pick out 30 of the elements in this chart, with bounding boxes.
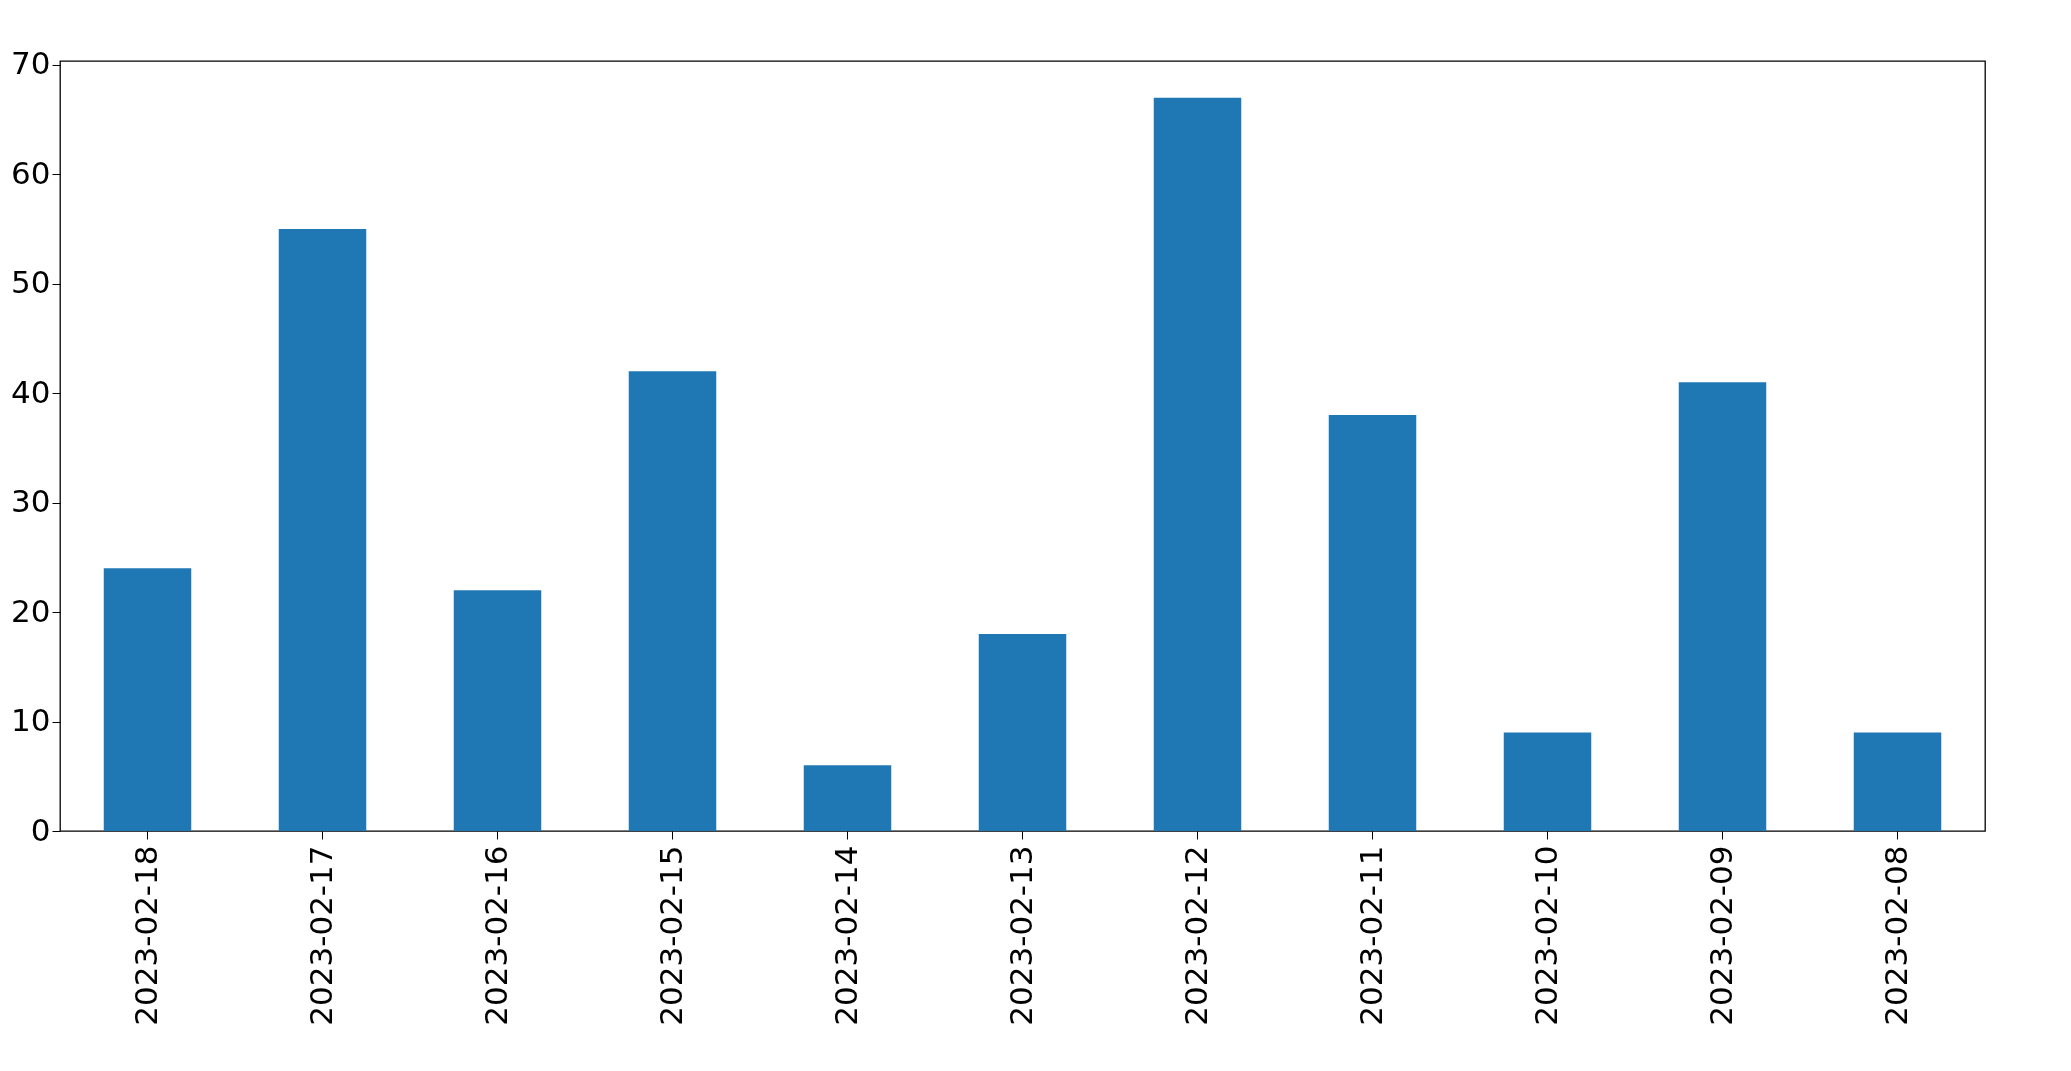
x-tick-label: 2023-02-11 <box>1352 845 1389 1026</box>
bar <box>628 371 717 831</box>
x-tick-label: 2023-02-12 <box>1177 845 1214 1026</box>
x-tick-label: 2023-02-17 <box>302 845 339 1026</box>
x-tick-label: 2023-02-14 <box>827 845 864 1026</box>
y-tick-label: 40 <box>11 373 51 410</box>
x-tick-label: 2023-02-09 <box>1702 845 1739 1026</box>
bar <box>453 590 542 831</box>
bar <box>103 568 192 831</box>
x-tick-label: 2023-02-16 <box>477 845 514 1026</box>
x-tick-label: 2023-02-10 <box>1527 845 1564 1026</box>
y-tick-label: 20 <box>11 592 51 629</box>
bar <box>1328 415 1417 831</box>
y-tick-label: 0 <box>30 811 51 848</box>
y-tick-label: 70 <box>11 45 51 82</box>
x-tick-label: 2023-02-18 <box>127 845 164 1026</box>
y-tick-label: 50 <box>11 264 51 301</box>
bar <box>1853 732 1942 831</box>
y-tick-label: 60 <box>11 154 51 191</box>
bar <box>803 765 892 831</box>
bar <box>278 229 367 831</box>
x-tick-label: 2023-02-13 <box>1002 845 1039 1026</box>
x-tick-label: 2023-02-08 <box>1877 845 1914 1026</box>
bar <box>1153 97 1242 831</box>
y-tick-label: 10 <box>11 702 51 739</box>
bar <box>1503 732 1592 831</box>
x-tick-label: 2023-02-15 <box>652 845 689 1026</box>
bar <box>1678 382 1767 831</box>
bar <box>978 633 1067 831</box>
y-tick-label: 30 <box>11 483 51 520</box>
